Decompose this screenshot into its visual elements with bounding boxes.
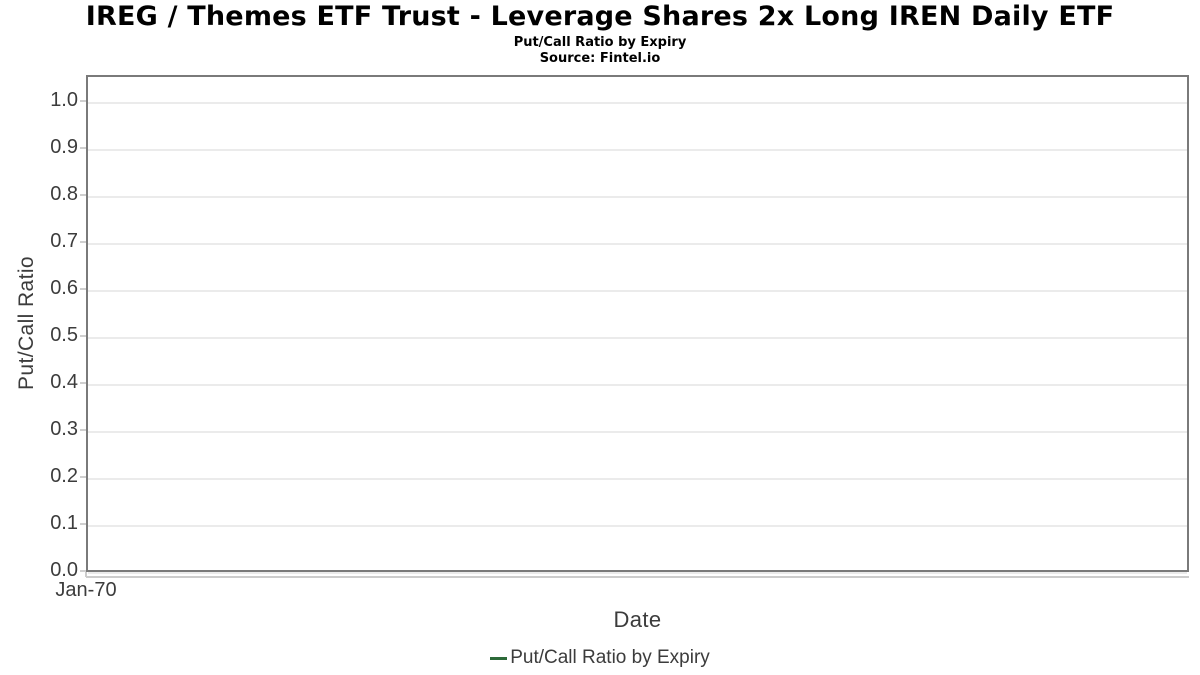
y-axis-tick-label: 0.9 [50,136,78,158]
y-axis-tick-mark [80,241,86,243]
legend: Put/Call Ratio by Expiry [0,645,1200,671]
gridline [88,102,1187,104]
y-axis-tick-label: 0.6 [50,277,78,299]
y-axis-tick-label: 0.2 [50,465,78,487]
y-axis-tick-mark [80,523,86,525]
y-axis-tick-mark [80,194,86,196]
y-axis-tick-mark [80,288,86,290]
x-axis-tick-label: Jan-70 [55,579,117,601]
gridline [88,384,1187,386]
y-axis-tick-mark [80,570,86,572]
y-axis-tick-mark [80,100,86,102]
gridline [88,337,1187,339]
y-axis-tick-label: 0.4 [50,371,78,393]
legend-label: Put/Call Ratio by Expiry [510,647,710,668]
y-axis-tick-label: 0.3 [50,418,78,440]
gridline [88,149,1187,151]
gridline [88,431,1187,433]
y-axis-tick-mark [80,147,86,149]
chart-source: Source: Fintel.io [539,51,661,66]
x-axis-line [86,576,1189,578]
gridline [88,478,1187,480]
y-axis-tick-label: 0.0 [50,559,78,581]
y-axis-tick-mark [80,335,86,337]
y-axis-tick-mark [80,476,86,478]
legend-line-marker [490,656,508,660]
y-axis-tick-mark [80,382,86,384]
y-axis-tick-label: 1.0 [50,89,78,111]
x-axis-title: Date [613,607,662,632]
chart-subtitle: Put/Call Ratio by Expiry [513,35,687,50]
y-axis-tick-label: 0.5 [50,324,78,346]
chart-title: IREG / Themes ETF Trust - Leverage Share… [85,1,1115,32]
gridline [88,243,1187,245]
x-axis-tick-mark [85,572,87,577]
y-axis-tick-mark [80,429,86,431]
gridline [88,525,1187,527]
gridline [88,572,1187,574]
y-axis-tick-label: 0.8 [50,183,78,205]
gridline [88,196,1187,198]
y-axis-tick-label: 0.1 [50,512,78,534]
gridline [88,290,1187,292]
plot-area [86,75,1189,574]
y-axis-tick-label: 0.7 [50,230,78,252]
